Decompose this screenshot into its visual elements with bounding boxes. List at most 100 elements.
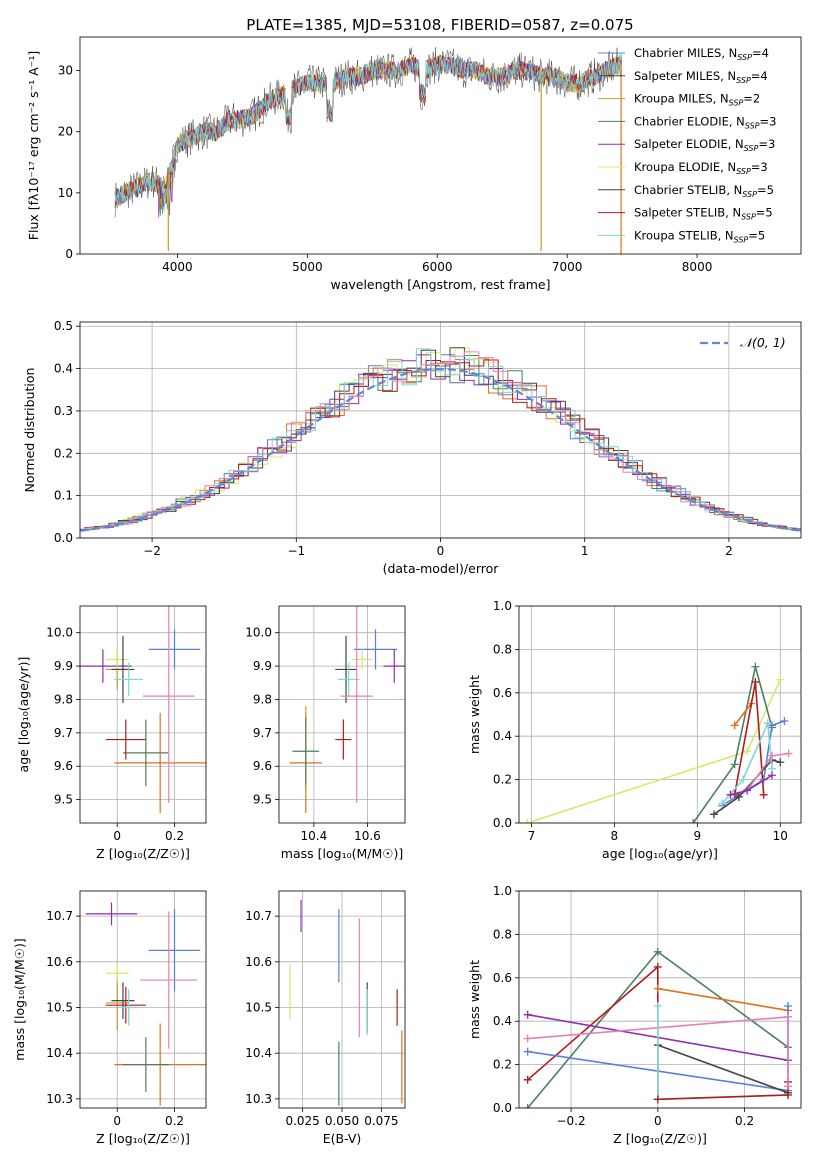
weight-marker	[776, 675, 785, 684]
y-tick-label: 9.7	[253, 726, 272, 740]
x-tick-label: 0.2	[735, 1114, 754, 1128]
x-axis-label: mass [log₁₀(M/M☉)]	[281, 846, 403, 861]
weight-marker	[718, 799, 727, 808]
weight-marker	[653, 962, 662, 971]
y-tick-label: 0.4	[493, 729, 512, 743]
spectrum-legend: Chabrier MILES, NSSP=4 Salpeter MILES, NS…	[598, 46, 776, 244]
age_vs_Z-plot	[80, 606, 206, 813]
legend-entry: Salpeter MILES, NSSP=4	[634, 69, 768, 85]
x-tick-label: 10.6	[354, 829, 381, 843]
x-tick-label: 6000	[422, 260, 453, 274]
y-tick-label: 10.7	[245, 909, 272, 923]
weight-marker	[783, 1012, 792, 1021]
weight-marker	[783, 1090, 792, 1099]
weight-marker	[730, 760, 739, 769]
weight-marker	[523, 1010, 532, 1019]
massweight_vs_age-plot	[523, 662, 793, 823]
weight-marker	[523, 1047, 532, 1056]
y-tick-label: 0	[65, 247, 73, 261]
weight-line-salpeter_stelib	[657, 1082, 789, 1101]
y-tick-label: 9.6	[253, 759, 272, 773]
y-axis-label: age [log₁₀(age/yr)]	[16, 657, 31, 773]
massweight_vs_age-axes: 7 8 9 10 0.0 0.2 0.4 0.6 0.8 1.0 age [log₁₀(age/yr…	[467, 599, 802, 861]
x-tick-label: 9	[694, 829, 702, 843]
x-tick-label: 0	[654, 1114, 662, 1128]
y-tick-label: 9.9	[253, 659, 272, 673]
weight-marker	[653, 984, 662, 993]
y-tick-label: 0.5	[54, 319, 73, 333]
x-tick-label: 7	[528, 829, 536, 843]
weight-marker	[751, 677, 760, 686]
y-tick-label: 0.2	[493, 1058, 512, 1072]
x-axis-label: (data-model)/error	[383, 561, 500, 576]
y-axis-label: mass weight	[467, 960, 482, 1039]
axes-frame	[518, 890, 802, 1109]
y-tick-label: 10.4	[46, 1046, 73, 1060]
x-axis-label: wavelength [Angstrom, rest frame]	[330, 277, 550, 292]
y-tick-label: 9.5	[253, 793, 272, 807]
mass_vs_ebv-plot	[289, 900, 403, 1106]
spectrum-axes: 4000 5000 6000 7000 8000 0 10 20 30 Chabrier MILE…	[26, 36, 802, 292]
legend-entry: Salpeter ELODIE, NSSP=3	[634, 137, 775, 153]
weight-marker	[738, 775, 747, 784]
legend-entry: 𝒩(0, 1)	[740, 335, 786, 350]
legend-entry: Chabrier MILES, NSSP=4	[634, 46, 769, 62]
weight-marker	[767, 771, 776, 780]
weight-marker	[767, 721, 776, 730]
normal-curve	[80, 367, 801, 532]
y-tick-label: 20	[58, 125, 73, 139]
axes-frame	[278, 605, 406, 824]
age_vs_mass-plot	[289, 606, 405, 813]
weight-marker	[776, 758, 785, 767]
weight-marker	[734, 792, 743, 801]
y-tick-label: 10.7	[46, 909, 73, 923]
legend-entry: Salpeter STELIB, NSSP=5	[634, 206, 773, 222]
weight-marker	[523, 1075, 532, 1084]
y-tick-label: 9.8	[253, 692, 272, 706]
weight-marker	[743, 747, 752, 756]
y-tick-label: 0.0	[493, 1101, 512, 1115]
y-tick-label: 0.2	[493, 773, 512, 787]
x-tick-label: 0	[113, 1114, 121, 1128]
y-tick-label: 10.0	[245, 626, 272, 640]
legend-entry: Kroupa ELODIE, NSSP=3	[634, 160, 768, 176]
y-tick-label: 9.9	[54, 659, 73, 673]
weight-marker	[523, 819, 532, 823]
y-tick-label: 1.0	[493, 884, 512, 898]
x-tick-label: 0.075	[364, 1114, 398, 1128]
x-tick-label: 8	[611, 829, 619, 843]
legend-entry: Chabrier STELIB, NSSP=5	[634, 183, 774, 199]
x-tick-label: 10.4	[300, 829, 327, 843]
y-tick-label: 0.2	[54, 446, 73, 460]
legend-entry: Chabrier ELODIE, NSSP=3	[634, 114, 776, 130]
y-axis-label: Flux [fλ10⁻¹⁷ erg cm⁻² s⁻¹ A⁻¹]	[26, 51, 41, 240]
y-tick-label: 10.5	[46, 1000, 73, 1014]
x-tick-label: 8000	[682, 260, 713, 274]
axes-frame	[79, 36, 802, 255]
weight-marker	[783, 1002, 792, 1011]
residuals-plot	[80, 347, 801, 533]
x-tick-label: 1	[581, 544, 589, 558]
x-tick-label: 5000	[292, 260, 323, 274]
massweight_vs_Z-plot	[523, 947, 792, 1108]
weight-marker	[767, 751, 776, 760]
mass_vs_ebv-axes: 0.025 0.050 0.075 10.3 10.4 10.5 10.6 10.7 E(B-V…	[245, 890, 406, 1146]
weight-marker	[689, 819, 698, 823]
x-axis-label: Z [log₁₀(Z/Z☉)]	[613, 1131, 707, 1146]
y-tick-label: 0.1	[54, 489, 73, 503]
massweight_vs_Z-axes: −0.2 0 0.2 0.0 0.2 0.4 0.6 0.8 1.0 Z [log₁₀(Z/Z☉)…	[467, 884, 802, 1146]
axes-frame	[518, 605, 802, 824]
y-tick-label: 10.6	[245, 955, 272, 969]
weight-marker	[726, 790, 735, 799]
x-tick-label: 0	[437, 544, 445, 558]
weight-marker	[653, 1095, 662, 1104]
weight-marker	[730, 721, 739, 730]
x-tick-label: −1	[287, 544, 305, 558]
y-tick-label: 9.5	[54, 793, 73, 807]
y-tick-label: 0.4	[493, 1014, 512, 1028]
weight-line-chabrier_stelib	[657, 1043, 789, 1100]
weight-marker	[743, 786, 752, 795]
spectrum-line-kroupa_stelib	[114, 52, 623, 212]
axes-frame	[79, 890, 207, 1109]
weight-line-chabrier_elodie	[692, 666, 773, 823]
